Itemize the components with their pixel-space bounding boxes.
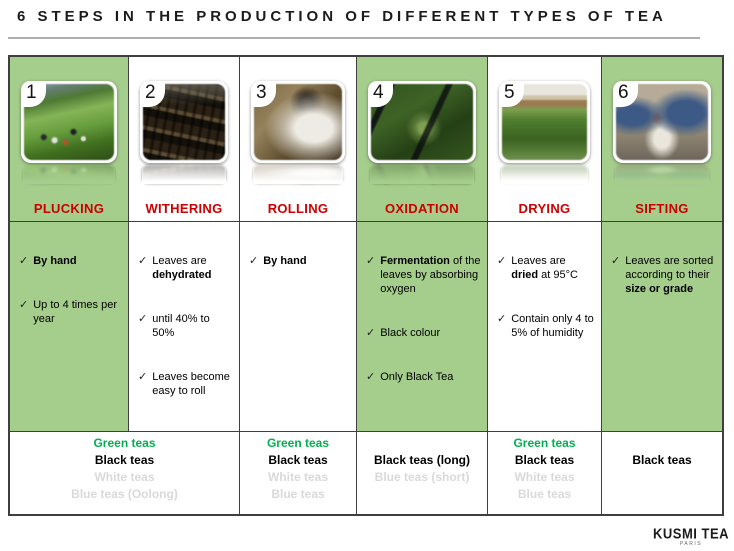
tea-types-cell-drying: Green teas Black teas White teas Blue teas (488, 432, 602, 514)
checkmark-icon: ✓ (366, 371, 376, 383)
step-photo-frame: 4 (368, 81, 476, 163)
step-photo-frame: 2 (140, 81, 228, 163)
checkmark-icon: ✓ (138, 371, 148, 383)
step-photo-frame: 5 (499, 81, 590, 163)
bullet-item: ✓ Leaves are sorted according to their si… (611, 255, 714, 295)
tea-type-label: Black teas (268, 453, 328, 467)
step-column-plucking-details: ✓ By hand ✓ Up to 4 times per year (10, 222, 129, 432)
step-column-rolling-details: ✓ By hand (240, 222, 357, 432)
step-column-rolling-header: 3 ROLLING (240, 57, 357, 222)
bullet-item: ✓ until 40% to 50% (138, 313, 210, 339)
checkmark-icon: ✓ (497, 313, 507, 325)
photo-reflection (370, 165, 474, 184)
page-title: 6 STEPS IN THE PRODUCTION OF DIFFERENT T… (17, 8, 667, 25)
tea-types-cell-sifting: Black teas (602, 432, 722, 514)
checkmark-icon: ✓ (138, 255, 148, 267)
tea-type-label: Blue teas (Oolong) (71, 487, 178, 501)
tea-type-label: Black teas (94, 453, 155, 467)
bullet-item: ✓ Leaves are dried at 95°C (497, 255, 578, 281)
photo-reflection (142, 165, 226, 184)
step-column-plucking-header: 1 PLUCKING (10, 57, 129, 222)
tea-type-label: Blue teas (517, 487, 572, 501)
checkmark-icon: ✓ (366, 327, 376, 339)
bullet-item: ✓ Contain only 4 to 5% of humidity (497, 313, 594, 339)
tea-type-label: White teas (94, 470, 155, 484)
tea-type-label: Blue teas (271, 487, 325, 501)
photo-reflection (615, 165, 709, 184)
tea-type-label: Black teas (long) (373, 453, 471, 467)
tea-type-label: Green teas (513, 436, 576, 450)
checkmark-icon: ✓ (19, 299, 29, 311)
bullet-item: ✓ Black colour (366, 327, 441, 339)
checkmark-icon: ✓ (19, 255, 29, 267)
step-label: OXIDATION (385, 201, 459, 216)
step-number-badge: 1 (21, 81, 46, 107)
step-label: SIFTING (635, 201, 689, 216)
photo-reflection (501, 165, 588, 184)
bullet-item: ✓ Fermentation of the leaves by absorbing… (366, 255, 481, 295)
step-photo-frame: 6 (613, 81, 711, 163)
bullet-item: ✓ By hand (249, 255, 307, 267)
photo-reflection (23, 165, 115, 184)
tea-type-label: Green teas (93, 436, 156, 450)
checkmark-icon: ✓ (611, 255, 621, 267)
bullet-item: ✓ By hand (19, 255, 77, 267)
title-underline (8, 37, 700, 39)
step-label: PLUCKING (33, 201, 105, 216)
step-column-sifting-header: 6 SIFTING (602, 57, 722, 222)
tea-type-label: Black teas (632, 453, 692, 467)
step-column-withering-header: 2 WITHERING (129, 57, 240, 222)
bullet-item: ✓ Leaves are dehydrated (138, 255, 212, 281)
step-photo-frame: 3 (251, 81, 345, 163)
step-column-oxidation-details: ✓ Fermentation of the leaves by absorbing… (357, 222, 488, 432)
step-column-oxidation-header: 4 OXIDATION (357, 57, 488, 222)
tea-type-label: White teas (514, 470, 575, 484)
bullet-item: ✓ Up to 4 times per year (19, 299, 117, 325)
checkmark-icon: ✓ (138, 313, 148, 325)
step-column-withering-details: ✓ Leaves are dehydrated ✓ until 40% to 50% ✓… (129, 222, 240, 432)
step-photo-frame: 1 (21, 81, 117, 163)
checkmark-icon: ✓ (366, 255, 376, 267)
tea-types-cell-oxidation: Black teas (long) Blue teas (short) (357, 432, 488, 514)
tea-production-table: 1 PLUCKING 2 WITHERING 3 ROLLING 4 OXIDATION 5 DR… (8, 55, 724, 516)
kusmi-tea-logo: KUSMI TEA PARIS (653, 525, 729, 547)
checkmark-icon: ✓ (497, 255, 507, 267)
step-column-sifting-details: ✓ Leaves are sorted according to their si… (602, 222, 722, 432)
bullet-item: ✓ Leaves become easy to roll (138, 371, 230, 397)
logo-city-label: PARIS (679, 541, 703, 547)
photo-reflection (253, 165, 343, 184)
step-label: ROLLING (267, 201, 329, 216)
bullet-item: ✓ Only Black Tea (366, 371, 454, 383)
tea-type-label: Green teas (266, 436, 330, 450)
step-column-drying-details: ✓ Leaves are dried at 95°C ✓ Contain only 4… (488, 222, 602, 432)
tea-type-label: Black teas (514, 453, 575, 467)
tea-types-cell-rolling: Green teas Black teas White teas Blue teas (240, 432, 357, 514)
step-column-drying-header: 5 DRYING (488, 57, 602, 222)
checkmark-icon: ✓ (249, 255, 259, 267)
logo-wordmark: KUSMI TEA (653, 525, 729, 542)
step-label: WITHERING (145, 201, 223, 216)
tea-type-label: White teas (267, 470, 328, 484)
step-label: DRYING (518, 201, 571, 216)
tea-types-cell-plucking-withering: Green teas Black teas White teas Blue teas … (10, 432, 240, 514)
tea-type-label: Blue teas (short) (374, 470, 470, 484)
